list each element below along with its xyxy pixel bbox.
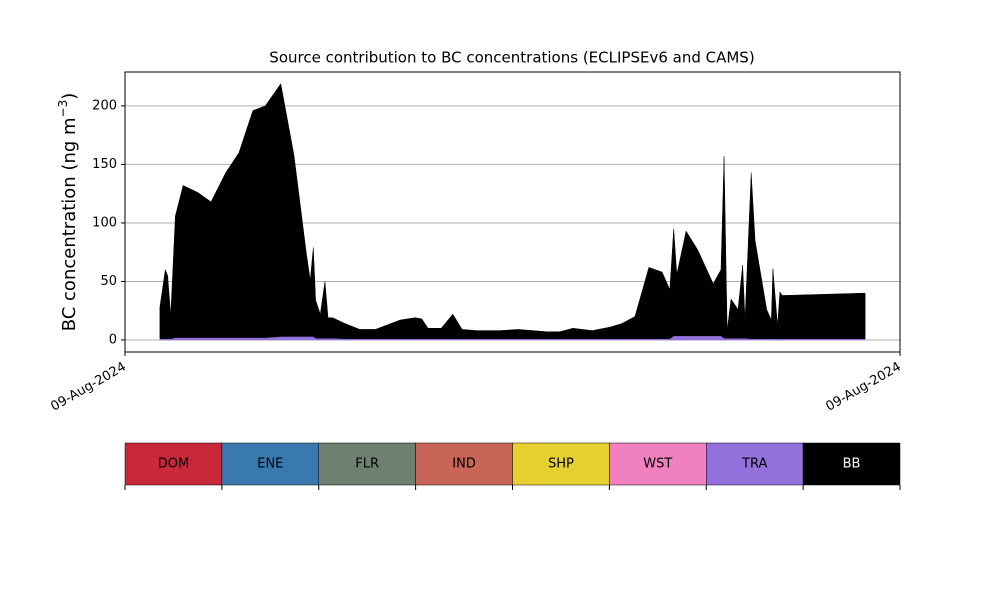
y-tick-label: 100: [92, 215, 117, 230]
legend-label: TRA: [741, 457, 767, 472]
x-tick-label: 09-Aug-2024: [48, 360, 128, 415]
y-tick-label: 0: [109, 332, 117, 347]
legend-swatch: [415, 442, 513, 486]
y-tick-label: 50: [100, 274, 117, 289]
y-label-sup: −3: [56, 100, 70, 118]
legend-swatch: [221, 442, 319, 486]
legend-swatch: [609, 442, 707, 486]
legend-label: WST: [643, 457, 672, 472]
legend-label: FLR: [355, 457, 379, 472]
y-axis-label: BC concentration (ng m−3): [56, 93, 81, 332]
legend-label: IND: [452, 457, 476, 472]
y-tick-label: 200: [92, 98, 117, 113]
legend-swatch: [124, 442, 223, 486]
legend-swatch: [802, 442, 901, 486]
area: [159, 83, 866, 340]
y-tick-label: 150: [92, 157, 117, 172]
chart-title: Source contribution to BC concentrations…: [269, 49, 754, 67]
legend-swatch: [318, 442, 416, 486]
x-tick-label: 09-Aug-2024: [823, 360, 903, 415]
legend-label: ENE: [257, 457, 283, 472]
legend-swatch: [512, 442, 610, 486]
legend-label: BB: [843, 457, 861, 472]
legend-label: DOM: [158, 457, 189, 472]
y-label-end: ): [59, 93, 80, 100]
plot-frame: [124, 71, 901, 353]
y-label-text: BC concentration (ng m: [59, 117, 80, 331]
legend-label: SHP: [548, 457, 574, 472]
